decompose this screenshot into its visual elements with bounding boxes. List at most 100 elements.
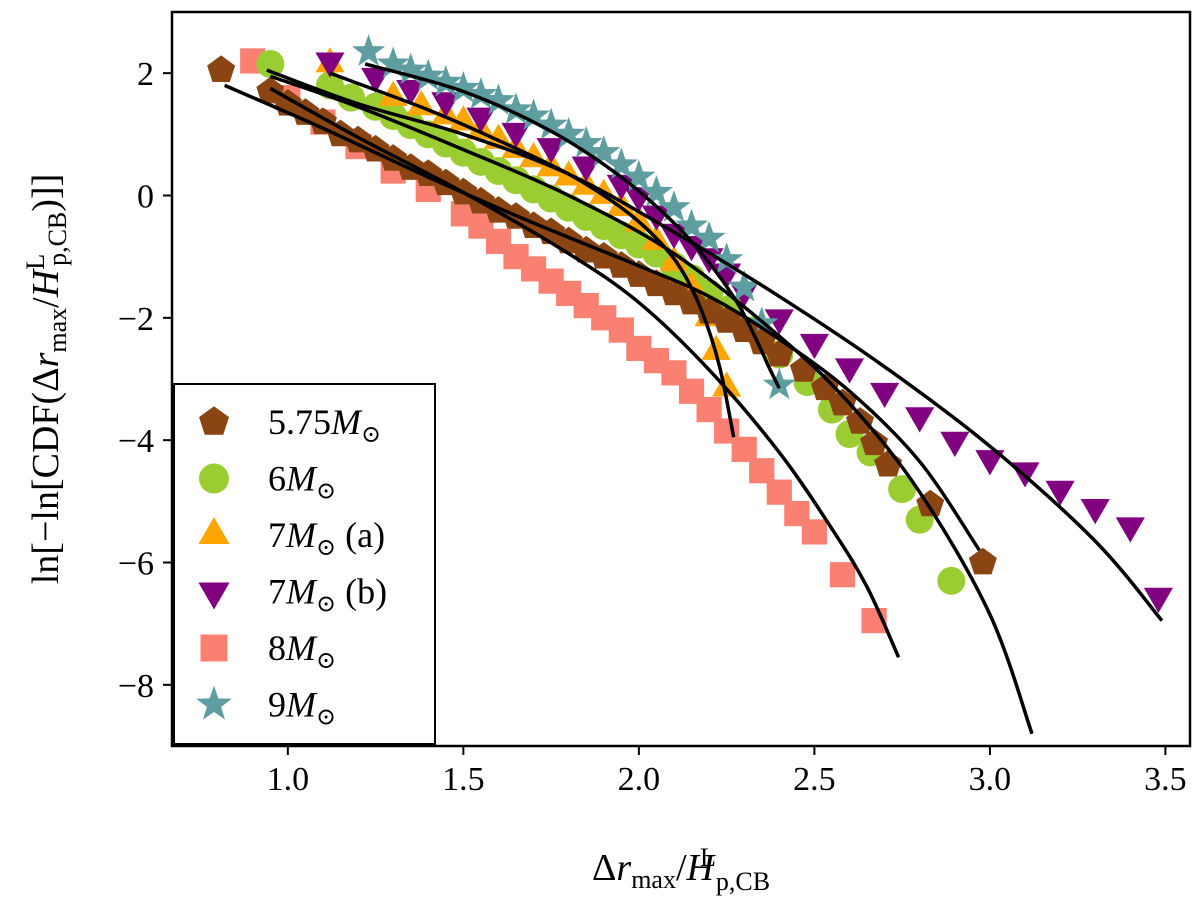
data-point <box>466 107 496 133</box>
data-point <box>1115 517 1145 543</box>
y-axis: 2 0 −2 −4 −6 −8 <box>118 56 172 705</box>
legend-marker <box>198 517 230 544</box>
x-axis-label: Δrmax/HLp,CB <box>592 843 770 896</box>
series-5 <box>351 34 796 400</box>
data-point <box>712 371 742 397</box>
data-point <box>1143 587 1173 613</box>
data-point <box>361 67 391 94</box>
data-point <box>905 407 935 433</box>
data-point <box>937 566 966 595</box>
data-point <box>766 479 792 505</box>
data-point <box>762 367 796 400</box>
data-point <box>975 450 1005 476</box>
data-point <box>834 358 865 384</box>
x-axis: 1.0 1.5 2.0 2.5 3.0 3.5 <box>267 746 1187 798</box>
x-tick-label: 2.0 <box>618 761 661 798</box>
legend-mass: 9 <box>268 685 286 725</box>
data-point <box>940 431 970 457</box>
data-point <box>429 64 463 97</box>
legend-marker <box>198 582 230 610</box>
x-tick-label: 1.0 <box>267 761 310 798</box>
fit-7b <box>266 68 1164 622</box>
fit-8 <box>269 86 901 659</box>
data-point <box>499 92 533 125</box>
legend-marker <box>199 406 229 435</box>
data-point <box>207 55 236 82</box>
data-point <box>801 519 827 545</box>
data-point <box>501 122 531 149</box>
x-tick-label: 2.5 <box>793 761 836 798</box>
legend-suffix: (b) <box>336 572 387 612</box>
data-point <box>888 475 917 504</box>
data-point <box>860 428 889 456</box>
data-point <box>376 46 410 79</box>
x-tick-label: 1.5 <box>442 761 485 798</box>
legend-mass: 7 <box>268 572 286 612</box>
data-point <box>448 105 478 131</box>
legend: 5.75M⊙ 6M⊙ 7M⊙ (a) 7M⊙ (b) 8M⊙ 9M⊙ <box>173 383 436 745</box>
legend-entry-label: 7M⊙ (b) <box>268 572 387 618</box>
data-point <box>624 187 654 213</box>
y-tick-label: −2 <box>118 301 154 338</box>
x-tick-label: 3.0 <box>969 761 1012 798</box>
data-point <box>256 49 285 78</box>
data-point <box>731 436 757 462</box>
data-point <box>1045 480 1075 506</box>
data-point <box>765 339 794 367</box>
legend-marker <box>199 463 229 494</box>
data-point <box>587 135 621 167</box>
data-point <box>870 382 900 409</box>
legend-mass: 5.75 <box>268 402 331 442</box>
data-point <box>846 407 875 434</box>
data-point <box>315 52 345 78</box>
legend-entry-label: 5.75M⊙ <box>268 402 381 448</box>
y-tick-label: 2 <box>137 56 154 93</box>
data-point <box>534 107 568 140</box>
y-tick-label: −8 <box>118 668 154 705</box>
data-point <box>727 269 761 302</box>
y-tick-label: −6 <box>118 546 154 583</box>
data-point <box>569 126 603 158</box>
legend-entry-label: 8M⊙ <box>268 628 336 674</box>
data-point <box>657 190 691 222</box>
x-tick-label: 3.5 <box>1144 761 1187 798</box>
data-point <box>604 147 638 180</box>
legend-marker <box>196 685 232 720</box>
data-point <box>968 547 997 575</box>
data-point <box>624 206 654 232</box>
data-point <box>431 92 461 118</box>
data-point <box>696 396 722 423</box>
data-point <box>709 242 744 274</box>
y-axis-label: ln[−ln[CDF(Δrmax/HLp,CB)]] <box>21 174 72 585</box>
legend-mass: 8 <box>268 628 286 668</box>
data-point <box>536 138 566 164</box>
data-point <box>674 208 709 241</box>
data-point <box>351 34 386 66</box>
y-tick-label: −4 <box>118 423 154 460</box>
legend-mass: 6 <box>268 459 286 499</box>
data-point <box>481 83 516 115</box>
fit-9 <box>364 62 781 389</box>
data-point <box>394 52 428 85</box>
data-point <box>639 174 674 207</box>
data-point <box>692 220 726 253</box>
data-point <box>1080 499 1110 525</box>
data-point <box>810 373 839 401</box>
data-point <box>622 159 656 192</box>
legend-suffix: (a) <box>336 515 385 555</box>
fit-7a <box>329 71 736 438</box>
legend-entry-label: 9M⊙ <box>268 685 336 731</box>
legend-marker <box>200 634 228 662</box>
legend-box <box>173 383 436 745</box>
plot-frame <box>170 10 1192 748</box>
data-point <box>828 388 857 416</box>
data-point <box>464 77 498 109</box>
data-point <box>552 116 586 149</box>
data-point <box>676 236 707 262</box>
legend-mass: 7 <box>268 515 286 555</box>
data-point <box>799 333 829 360</box>
data-point <box>829 562 856 588</box>
legend-entry-label: 7M⊙ (a) <box>268 515 385 561</box>
data-point <box>396 80 426 106</box>
